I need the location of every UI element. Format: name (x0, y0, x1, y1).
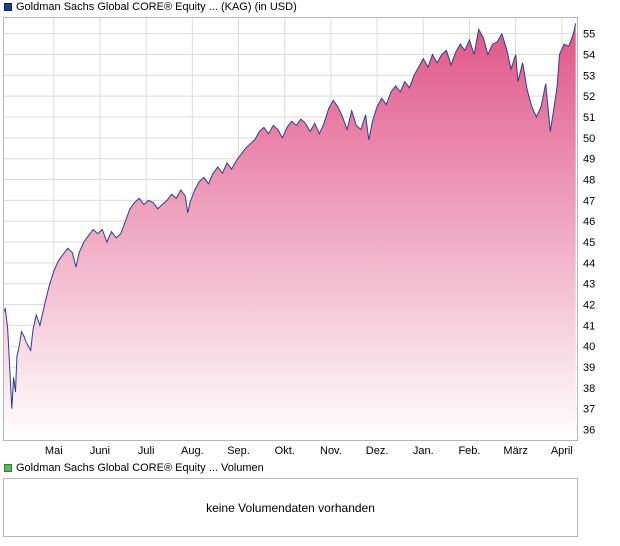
price-legend: Goldman Sachs Global CORE® Equity ... (K… (4, 0, 297, 14)
price-area (3, 23, 576, 441)
y-tick-label: 49 (583, 154, 595, 166)
y-tick-label: 38 (583, 383, 595, 395)
y-tick-label: 36 (583, 425, 595, 437)
plot-frame (3, 17, 578, 441)
volume-legend-label: Goldman Sachs Global CORE® Equity ... Vo… (16, 462, 264, 474)
volume-empty-message: keine Volumendaten vorhanden (206, 500, 375, 515)
x-tick-label: Feb. (458, 445, 480, 457)
x-tick-label: Dez. (366, 445, 389, 457)
x-tick-label: Jan. (413, 445, 434, 457)
y-tick-label: 55 (583, 29, 595, 41)
y-tick-label: 52 (583, 91, 595, 103)
x-tick-label: Aug. (181, 445, 204, 457)
x-tick-label: Sep. (227, 445, 250, 457)
price-legend-swatch (4, 3, 12, 11)
x-tick-label: Juni (90, 445, 110, 457)
x-tick-label: Mai (45, 445, 63, 457)
y-tick-label: 46 (583, 216, 595, 228)
volume-legend-swatch (4, 464, 12, 472)
x-tick-label: Nov. (320, 445, 342, 457)
price-chart: 36 37 38 39 40 41 42 43 44 45 46 47 48 49 50 51 52 53 54 55… (2, 17, 595, 457)
volume-legend: Goldman Sachs Global CORE® Equity ... Vo… (4, 461, 264, 475)
y-tick-label: 54 (583, 50, 595, 62)
y-tick-label: 44 (583, 258, 595, 270)
price-legend-label: Goldman Sachs Global CORE® Equity ... (K… (16, 1, 297, 13)
y-tick-label: 45 (583, 237, 595, 249)
y-tick-label: 47 (583, 195, 595, 207)
x-tick-label: Okt. (275, 445, 295, 457)
x-tick-label: März (503, 445, 527, 457)
y-tick-label: 51 (583, 112, 595, 124)
y-tick-label: 37 (583, 404, 595, 416)
y-tick-label: 40 (583, 341, 595, 353)
y-tick-label: 53 (583, 70, 595, 82)
y-tick-label: 43 (583, 279, 595, 291)
price-line (2, 23, 577, 409)
volume-panel: keine Volumendaten vorhanden (3, 478, 578, 537)
y-tick-label: 41 (583, 320, 595, 332)
y-tick-label: 48 (583, 175, 595, 187)
y-tick-label: 42 (583, 300, 595, 312)
x-tick-label: Juli (138, 445, 155, 457)
x-tick-label: April (551, 445, 573, 457)
y-tick-label: 50 (583, 133, 595, 145)
y-tick-label: 39 (583, 362, 595, 374)
